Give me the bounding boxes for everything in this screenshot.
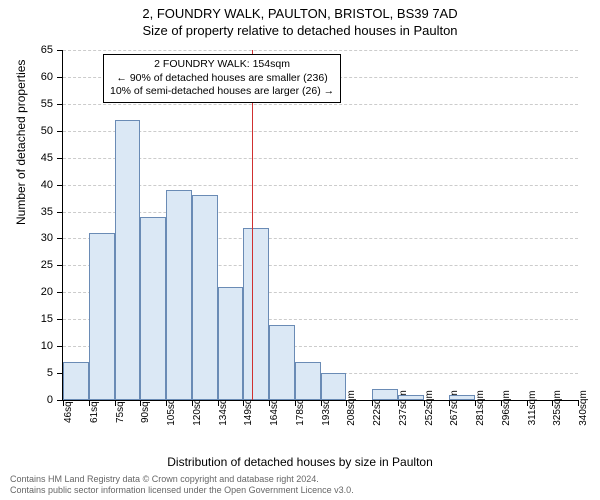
y-tick-label: 45 xyxy=(41,152,53,164)
chart-footer: Contains HM Land Registry data © Crown c… xyxy=(10,474,354,496)
annotation-line1: 2 FOUNDRY WALK: 154sqm xyxy=(110,58,334,72)
histogram-bar xyxy=(89,233,115,400)
histogram-bar xyxy=(449,395,475,400)
x-tick-label: 208sqm xyxy=(346,390,357,426)
grid-line xyxy=(63,158,578,159)
y-tick-label: 40 xyxy=(41,179,53,191)
x-tick-label: 296sqm xyxy=(501,390,512,426)
histogram-bar xyxy=(166,190,192,400)
histogram-bar xyxy=(372,389,398,400)
y-tick-label: 5 xyxy=(47,367,53,379)
histogram-chart: 2, FOUNDRY WALK, PAULTON, BRISTOL, BS39 … xyxy=(0,0,600,500)
histogram-bar xyxy=(63,362,89,400)
grid-line xyxy=(63,185,578,186)
y-tick xyxy=(57,238,63,239)
y-tick xyxy=(57,158,63,159)
histogram-bar xyxy=(140,217,166,400)
x-tick-label: 252sqm xyxy=(424,390,435,426)
y-tick-label: 15 xyxy=(41,313,53,325)
y-tick xyxy=(57,292,63,293)
y-tick xyxy=(57,77,63,78)
grid-line xyxy=(63,50,578,51)
histogram-bar xyxy=(243,228,269,400)
histogram-bar xyxy=(115,120,141,400)
x-axis-label: Distribution of detached houses by size … xyxy=(0,455,600,469)
histogram-bar xyxy=(192,195,218,400)
y-tick-label: 10 xyxy=(41,340,53,352)
y-tick-label: 65 xyxy=(41,44,53,56)
y-tick-label: 35 xyxy=(41,206,53,218)
histogram-bar xyxy=(295,362,321,400)
y-tick xyxy=(57,212,63,213)
y-axis-label: Number of detached properties xyxy=(14,60,28,225)
y-tick xyxy=(57,131,63,132)
x-tick-label: 340sqm xyxy=(578,390,589,426)
annotation-box: 2 FOUNDRY WALK: 154sqm ← 90% of detached… xyxy=(103,54,341,103)
y-tick xyxy=(57,185,63,186)
y-tick xyxy=(57,319,63,320)
histogram-bar xyxy=(218,287,244,400)
y-tick xyxy=(57,346,63,347)
annotation-line3: 10% of semi-detached houses are larger (… xyxy=(110,85,334,99)
x-tick-label: 311sqm xyxy=(527,391,538,426)
y-tick xyxy=(57,265,63,266)
y-tick-label: 25 xyxy=(41,259,53,271)
histogram-bar xyxy=(398,395,424,400)
y-tick xyxy=(57,104,63,105)
histogram-bar xyxy=(269,325,295,400)
y-tick-label: 55 xyxy=(41,98,53,110)
grid-line xyxy=(63,212,578,213)
footer-line1: Contains HM Land Registry data © Crown c… xyxy=(10,474,354,485)
x-tick-label: 325sqm xyxy=(552,390,563,426)
y-tick-label: 20 xyxy=(41,286,53,298)
y-tick-label: 0 xyxy=(47,394,53,406)
y-tick-label: 30 xyxy=(41,232,53,244)
chart-title-main: 2, FOUNDRY WALK, PAULTON, BRISTOL, BS39 … xyxy=(0,0,600,21)
grid-line xyxy=(63,104,578,105)
footer-line2: Contains public sector information licen… xyxy=(10,485,354,496)
y-tick-label: 60 xyxy=(41,71,53,83)
annotation-line2: ← 90% of detached houses are smaller (23… xyxy=(110,72,334,86)
plot-area: 0510152025303540455055606546sqm61sqm75sq… xyxy=(62,50,578,401)
grid-line xyxy=(63,131,578,132)
y-tick-label: 50 xyxy=(41,125,53,137)
y-tick xyxy=(57,50,63,51)
x-tick-label: 281sqm xyxy=(475,390,486,426)
histogram-bar xyxy=(321,373,347,400)
chart-title-sub: Size of property relative to detached ho… xyxy=(0,21,600,38)
